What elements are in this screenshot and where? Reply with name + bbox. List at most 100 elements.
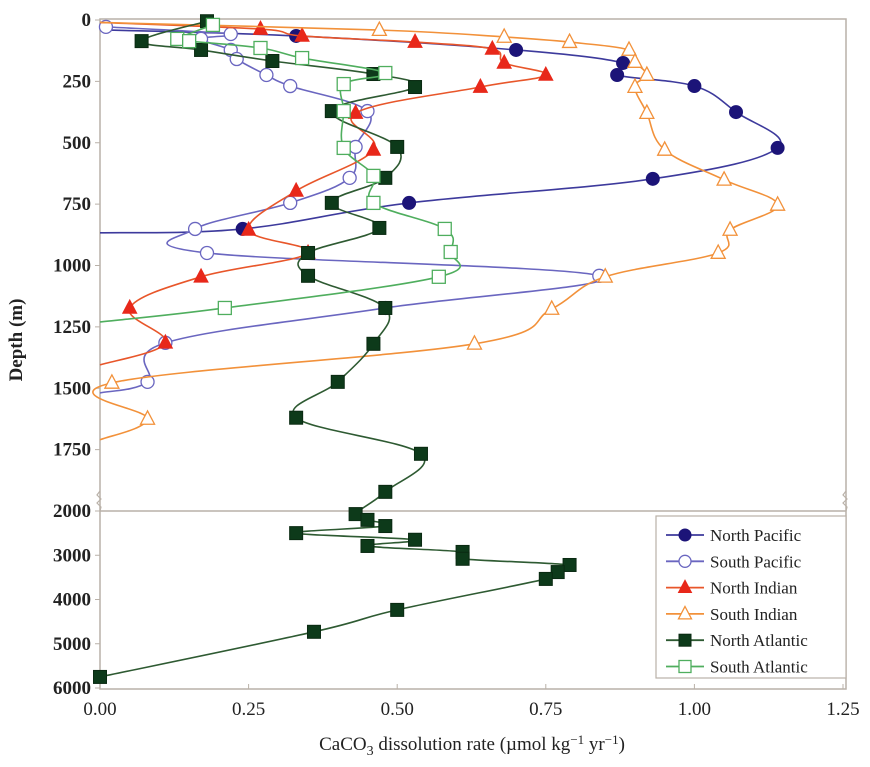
data-point-north-indian [537,65,554,81]
data-point-south-indian [103,373,120,389]
data-point-south-indian [371,20,388,37]
data-point-south-pacific [283,195,298,211]
legend-marker-north-atlantic [678,633,692,647]
legend-box [655,515,847,679]
data-point-south-pacific [199,245,215,261]
data-point-south-atlantic [205,17,221,33]
data-point-south-atlantic [336,140,351,156]
data-point-south-pacific [223,26,238,42]
data-point-south-pacific [283,78,298,94]
data-point-north-atlantic [538,571,553,586]
data-point-south-atlantic [336,103,351,119]
data-point-north-atlantic [324,195,339,210]
data-point-north-indian [288,181,304,197]
series-line-north-atlantic [99,20,577,678]
data-point-north-atlantic [378,519,393,534]
legend-label: North Pacific [710,526,802,545]
y-axis-title: Depth (m) [6,299,27,382]
legend: North Pacific South Pacific North Indian So… [655,515,847,679]
data-point-south-pacific [348,139,363,155]
data-point-north-atlantic [372,220,387,235]
data-point-south-atlantic [336,76,351,92]
data-point-north-atlantic [301,245,316,260]
data-point-south-atlantic [170,31,185,47]
data-point-north-indian [407,33,423,48]
data-point-north-pacific [645,171,660,186]
data-point-south-indian [626,52,644,68]
data-point-south-pacific [259,67,274,83]
data-point-south-atlantic [431,269,446,284]
legend-label: North Indian [710,579,798,598]
data-point-north-atlantic [455,551,470,566]
data-point-north-atlantic [413,446,428,461]
data-point-south-atlantic [437,221,452,237]
legend-label: South Atlantic [710,658,808,677]
data-point-north-atlantic [194,42,209,57]
data-point-north-indian [193,267,209,283]
data-point-south-indian [638,65,655,81]
legend-marker-north-pacific [678,528,692,542]
data-point-south-indian [496,27,513,43]
x-axis-title-mid: yr [584,734,605,755]
x-tick-label: 1.25 [826,699,859,720]
series-north-indian [99,20,554,366]
data-point-south-indian [710,243,727,259]
legend-item-south-atlantic: South Atlantic [666,658,808,677]
data-point-north-indian [294,26,310,42]
data-point-south-indian [543,299,560,315]
data-point-north-atlantic [360,512,375,527]
y-tick-label: 1750 [53,440,91,461]
data-point-south-indian [466,334,483,350]
data-point-south-atlantic [443,244,458,260]
data-point-north-atlantic [265,53,280,68]
data-point-north-indian [365,140,382,156]
axis-break-mark-right [842,490,848,512]
data-point-south-pacific [98,19,114,35]
data-point-north-atlantic [366,336,381,351]
x-axis-title-post: dissolution rate (µmol kg [374,734,571,755]
x-axis-title: CaCO3 dissolution rate (µmol kg−1 yr−1) [319,732,625,759]
data-point-north-atlantic [306,624,321,639]
x-axis-title-pre: CaCO [319,734,367,755]
data-point-north-atlantic [289,526,304,541]
x-tick-label: 0.00 [83,699,116,720]
x-axis-title-sup2: −1 [605,732,619,747]
data-point-north-indian [472,77,489,93]
series-line-south-pacific [99,26,604,394]
y-tick-label: 2000 [53,501,91,522]
data-point-north-atlantic [360,538,375,553]
y-tick-label: 5000 [53,634,91,655]
y-tick-label: 500 [63,133,92,154]
data-point-north-atlantic [562,557,577,572]
plot-border [99,18,847,690]
data-point-south-indian [139,409,156,425]
data-point-north-indian [347,103,364,119]
data-point-north-atlantic [408,532,423,547]
legend-marker-south-atlantic [678,659,692,674]
data-point-south-atlantic [366,168,381,184]
data-point-north-atlantic [408,80,423,95]
data-point-south-pacific [342,170,357,186]
x-axis-title-sub: 3 [367,744,374,759]
data-point-north-atlantic [330,374,345,389]
data-point-south-indian [597,267,614,283]
series-north-pacific [99,28,785,236]
y-tick-label: 1000 [53,256,91,277]
x-tick-label: 0.50 [381,699,414,720]
legend-item-south-indian: South Indian [666,605,798,624]
data-point-north-atlantic [134,34,149,49]
axes: 0 250 500 750 1000 1250 1500 1750 2000 3000 4000 50… [53,10,860,720]
data-point-north-indian [157,333,174,349]
y-tick-label: 6000 [53,678,91,699]
data-point-north-atlantic [93,669,107,684]
series-south-pacific [98,19,607,394]
legend-marker-south-pacific [678,554,692,568]
data-point-south-atlantic [294,50,310,66]
y-tick-label: 0 [82,10,92,31]
y-tick-label: 1500 [53,378,91,399]
legend-item-north-pacific: North Pacific [666,526,802,545]
legend-marker-south-indian [677,605,693,620]
data-point-south-atlantic [253,40,268,56]
legend-label: South Indian [710,605,798,624]
x-tick-label: 0.25 [232,699,265,720]
